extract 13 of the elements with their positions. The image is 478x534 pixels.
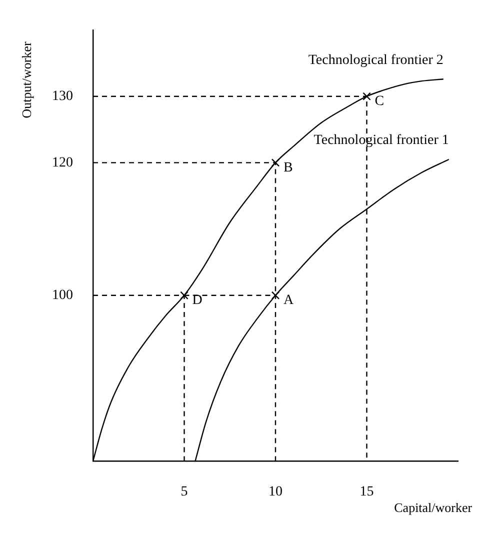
series-label: Technological frontier 2 bbox=[308, 52, 444, 68]
annotation: A bbox=[284, 293, 294, 308]
series-label: Technological frontier 1 bbox=[314, 133, 449, 148]
annotation: B bbox=[284, 160, 293, 176]
y-axis-title: Output/worker bbox=[18, 41, 34, 118]
y-tick-label: 120 bbox=[52, 155, 73, 170]
y-tick-label: 130 bbox=[52, 89, 73, 104]
x-tick-label: 15 bbox=[360, 484, 374, 500]
annotation: C bbox=[374, 94, 384, 110]
x-axis-title: Capital/worker bbox=[394, 500, 473, 515]
x-tick-label: 5 bbox=[180, 484, 188, 500]
x-tick-label: 10 bbox=[268, 484, 282, 500]
y-tick-label: 100 bbox=[52, 288, 73, 304]
